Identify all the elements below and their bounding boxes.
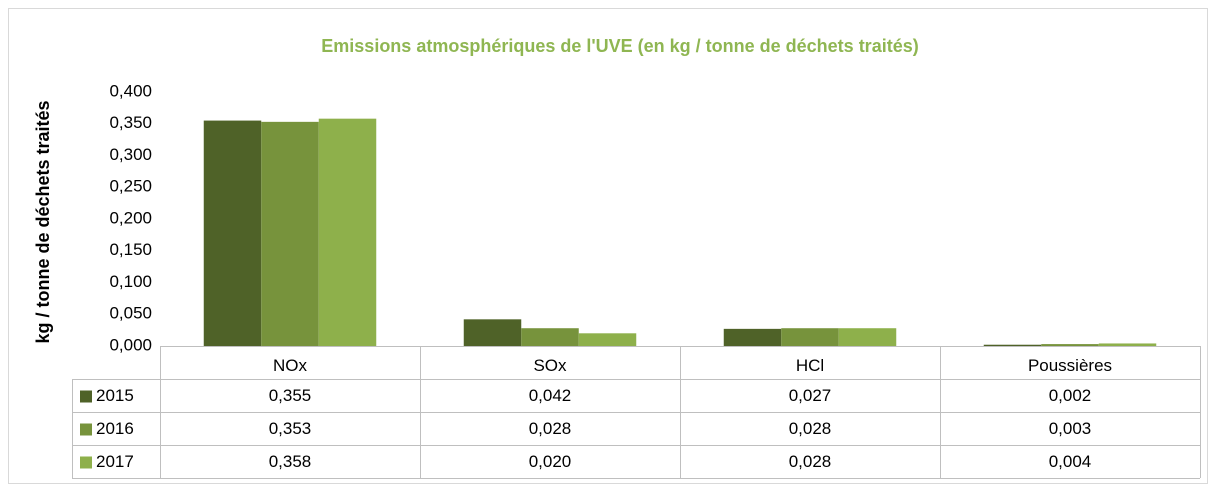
chart-title: Emissions atmosphériques de l'UVE (en kg… [321,36,918,56]
data-label: 0,355 [269,386,312,405]
y-tick-label: 0,300 [109,145,152,164]
bar [463,319,522,346]
bar [983,344,1042,346]
bar [261,121,319,346]
y-tick-label: 0,000 [109,335,152,354]
bar [1098,343,1157,346]
bar [578,333,637,346]
bar [203,120,262,346]
bar [723,328,782,346]
y-tick-label: 0,100 [109,272,152,291]
data-label: 0,020 [529,452,572,471]
x-tick-label: HCl [796,356,824,375]
data-label: 0,028 [789,452,832,471]
data-label: 0,028 [529,419,572,438]
data-label: 0,002 [1049,386,1092,405]
y-tick-label: 0,250 [109,177,152,196]
legend-label: 2016 [96,419,134,438]
y-tick-label: 0,150 [109,240,152,259]
legend-swatch [80,423,92,436]
y-tick-label: 0,050 [109,304,152,323]
bar [781,328,839,346]
data-label: 0,042 [529,386,572,405]
bar [838,328,897,346]
bar [318,118,377,346]
data-label: 0,004 [1049,452,1092,471]
x-tick-label: NOx [273,356,308,375]
legend-swatch [80,390,92,403]
y-tick-label: 0,350 [109,113,152,132]
bar [521,328,579,346]
data-label: 0,003 [1049,419,1092,438]
y-axis-title: kg / tonne de déchets traités [33,100,53,343]
legend-label: 2015 [96,386,134,405]
y-tick-label: 0,400 [109,81,152,100]
legend-swatch [80,456,92,469]
bar [1041,344,1099,346]
data-label: 0,028 [789,419,832,438]
legend-label: 2017 [96,452,134,471]
data-label: 0,353 [269,419,312,438]
y-tick-label: 0,200 [109,208,152,227]
data-label: 0,027 [789,386,832,405]
x-tick-label: Poussières [1028,356,1112,375]
x-tick-label: SOx [533,356,567,375]
data-label: 0,358 [269,452,312,471]
